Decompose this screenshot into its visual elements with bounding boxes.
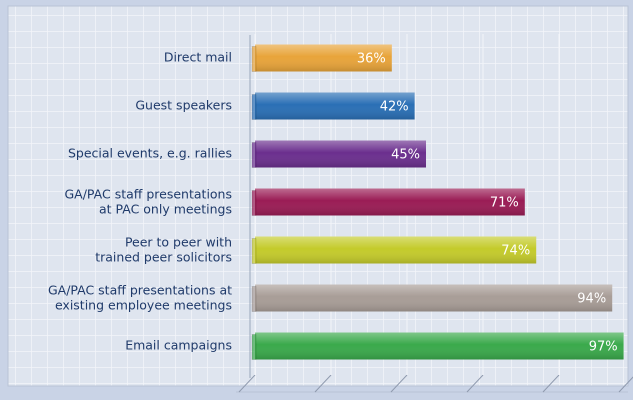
bar-shine <box>255 332 624 360</box>
x-tick-mark <box>542 374 560 393</box>
bar-shine <box>255 140 426 168</box>
value-label: 94% <box>577 292 606 307</box>
bar-edge <box>251 190 257 216</box>
y-tick-label: Direct mail <box>164 50 232 65</box>
bar-shine <box>255 188 525 216</box>
bar-shine <box>255 92 415 120</box>
bar-edge <box>251 238 257 264</box>
x-tick-mark <box>618 376 633 393</box>
value-label: 97% <box>589 340 618 355</box>
y-tick-label: GA/PAC staff presentations at existing em… <box>48 282 232 312</box>
bar-edge <box>251 94 257 120</box>
value-label: 42% <box>380 100 409 115</box>
y-tick-label: GA/PAC staff presentations at PAC only me… <box>64 186 232 216</box>
value-label: 36% <box>357 52 386 67</box>
bar-edge <box>251 142 257 168</box>
bar-shine <box>255 44 392 72</box>
y-tick-label: Guest speakers <box>135 98 232 113</box>
x-tick-mark <box>466 374 484 393</box>
bar-edge <box>251 334 257 360</box>
bar-shine <box>255 284 613 312</box>
y-tick-label: Email campaigns <box>125 338 232 353</box>
value-label: 71% <box>490 196 519 211</box>
y-tick-label: Peer to peer with trained peer solicitors <box>95 234 232 264</box>
y-tick-label: Special events, e.g. rallies <box>68 146 232 161</box>
value-label: 74% <box>501 244 530 259</box>
x-tick-mark <box>238 374 256 393</box>
value-label: 45% <box>391 148 420 163</box>
bar-edge <box>251 286 257 312</box>
x-tick-mark <box>314 374 332 393</box>
bar-edge <box>251 46 257 72</box>
x-tick-mark <box>390 374 408 393</box>
bar-shine <box>255 236 537 264</box>
